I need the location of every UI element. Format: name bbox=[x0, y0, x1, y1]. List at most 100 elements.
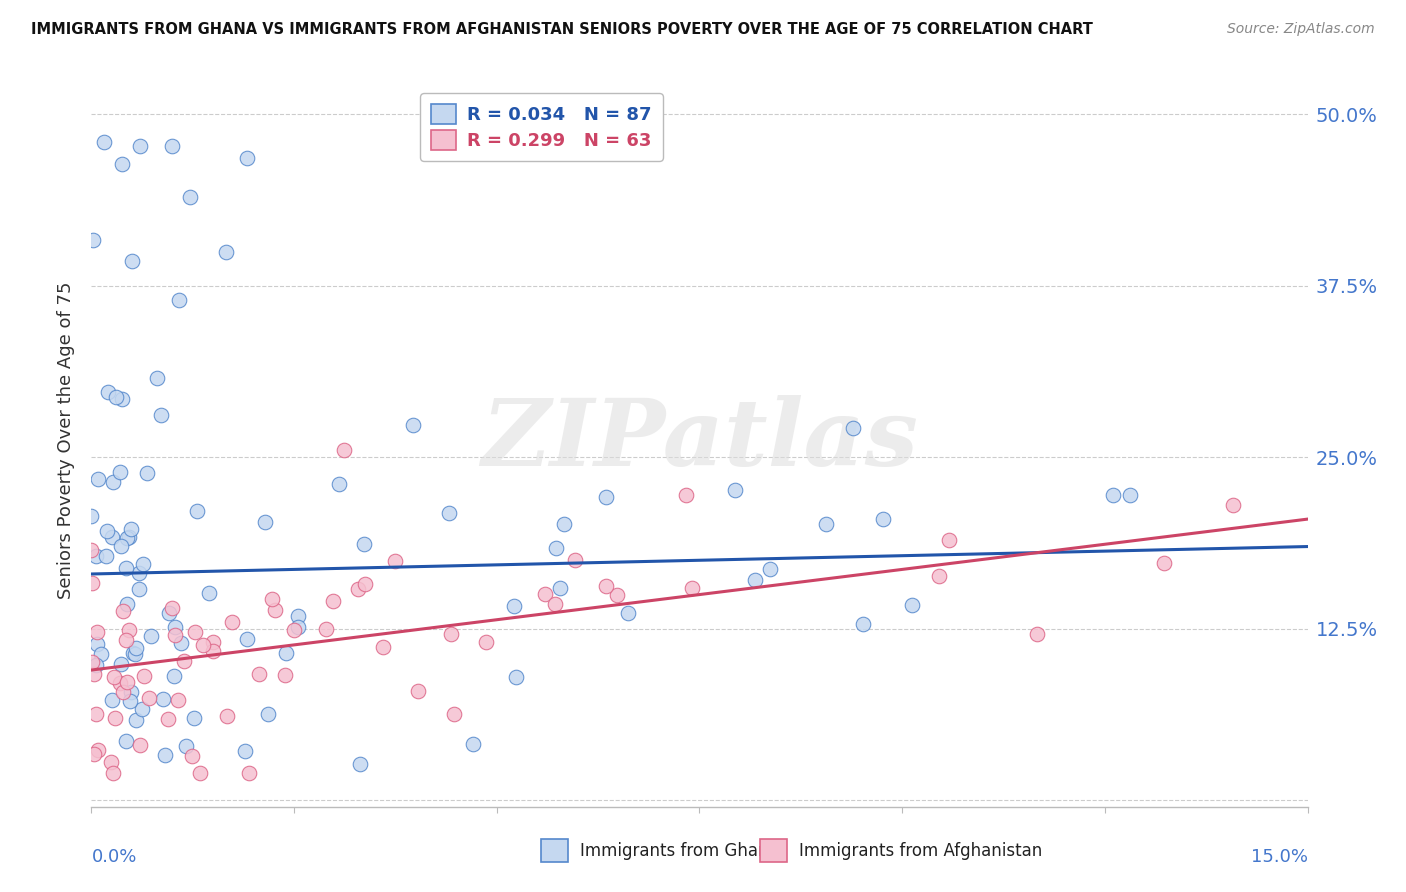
Point bbox=[104, 711, 127, 725]
Point bbox=[115, 632, 138, 647]
Point bbox=[125, 713, 148, 727]
Point bbox=[264, 602, 287, 616]
Point bbox=[108, 465, 131, 479]
Point bbox=[1101, 488, 1123, 502]
Point bbox=[118, 530, 141, 544]
Point bbox=[86, 637, 108, 651]
Point bbox=[758, 562, 780, 576]
Point bbox=[463, 737, 485, 751]
Point bbox=[543, 597, 565, 611]
Point bbox=[82, 233, 104, 247]
Point bbox=[84, 657, 107, 672]
Point bbox=[233, 744, 256, 758]
Point bbox=[184, 624, 207, 639]
Point bbox=[928, 568, 950, 582]
Point bbox=[120, 522, 142, 536]
Point bbox=[287, 608, 309, 623]
Point bbox=[606, 588, 628, 602]
Point bbox=[315, 622, 337, 636]
Point bbox=[110, 657, 132, 671]
Point bbox=[176, 739, 198, 754]
Point bbox=[181, 748, 204, 763]
Point bbox=[872, 511, 894, 525]
Point bbox=[247, 667, 270, 681]
Point bbox=[160, 600, 183, 615]
Point bbox=[439, 506, 461, 520]
Point bbox=[134, 669, 156, 683]
Point bbox=[97, 384, 120, 399]
Point bbox=[117, 597, 139, 611]
Point bbox=[170, 636, 193, 650]
Point bbox=[121, 254, 143, 268]
Point bbox=[402, 417, 425, 432]
Point bbox=[815, 517, 838, 532]
Point bbox=[283, 624, 305, 638]
Point bbox=[214, 245, 236, 260]
Point bbox=[322, 593, 344, 607]
Point bbox=[104, 390, 127, 404]
Point bbox=[681, 581, 703, 595]
Point bbox=[333, 443, 356, 458]
Point bbox=[1153, 556, 1175, 570]
Point bbox=[122, 646, 145, 660]
Point bbox=[86, 625, 108, 640]
Point bbox=[502, 599, 524, 613]
Point bbox=[236, 151, 259, 165]
Point bbox=[675, 488, 697, 502]
Point bbox=[82, 576, 104, 591]
Point bbox=[115, 532, 138, 546]
Point bbox=[110, 392, 132, 406]
Point bbox=[96, 549, 118, 564]
Point bbox=[347, 582, 370, 596]
Point bbox=[100, 756, 122, 770]
Point bbox=[101, 530, 124, 544]
Text: Immigrants from Ghana: Immigrants from Ghana bbox=[581, 841, 779, 860]
Point bbox=[128, 582, 150, 596]
Point bbox=[564, 552, 586, 566]
Point bbox=[534, 586, 557, 600]
Point bbox=[124, 647, 146, 661]
Point bbox=[93, 135, 115, 149]
Point bbox=[103, 766, 125, 780]
Point bbox=[274, 668, 297, 682]
Point bbox=[221, 615, 243, 630]
Point bbox=[384, 554, 406, 568]
Point bbox=[198, 585, 221, 599]
Point bbox=[80, 508, 103, 523]
Point bbox=[120, 685, 142, 699]
Point bbox=[183, 711, 205, 725]
Text: ZIPatlas: ZIPatlas bbox=[481, 395, 918, 485]
Point bbox=[274, 646, 297, 660]
Point bbox=[111, 157, 134, 171]
Point bbox=[744, 573, 766, 587]
Point bbox=[103, 475, 125, 489]
Point bbox=[82, 655, 104, 669]
Point bbox=[179, 190, 201, 204]
Point bbox=[132, 557, 155, 571]
Point bbox=[595, 490, 617, 504]
Point bbox=[120, 694, 142, 708]
Point bbox=[287, 620, 309, 634]
Text: 0.0%: 0.0% bbox=[91, 847, 136, 865]
Point bbox=[553, 516, 575, 531]
Point bbox=[103, 670, 125, 684]
Point bbox=[156, 712, 179, 726]
Point bbox=[115, 560, 138, 574]
Point bbox=[115, 734, 138, 748]
Point bbox=[128, 566, 150, 580]
Point bbox=[724, 483, 747, 498]
Point bbox=[236, 632, 259, 646]
Point bbox=[138, 691, 160, 706]
Point bbox=[110, 540, 132, 554]
Point bbox=[83, 747, 105, 762]
Point bbox=[238, 766, 260, 780]
Y-axis label: Seniors Poverty Over the Age of 75: Seniors Poverty Over the Age of 75 bbox=[58, 282, 76, 599]
Point bbox=[354, 577, 377, 591]
Point bbox=[125, 640, 148, 655]
Point bbox=[544, 541, 567, 555]
Point bbox=[84, 549, 107, 563]
Point bbox=[96, 524, 118, 538]
Point bbox=[100, 693, 122, 707]
Point bbox=[617, 606, 640, 620]
Text: IMMIGRANTS FROM GHANA VS IMMIGRANTS FROM AFGHANISTAN SENIORS POVERTY OVER THE AG: IMMIGRANTS FROM GHANA VS IMMIGRANTS FROM… bbox=[31, 22, 1092, 37]
